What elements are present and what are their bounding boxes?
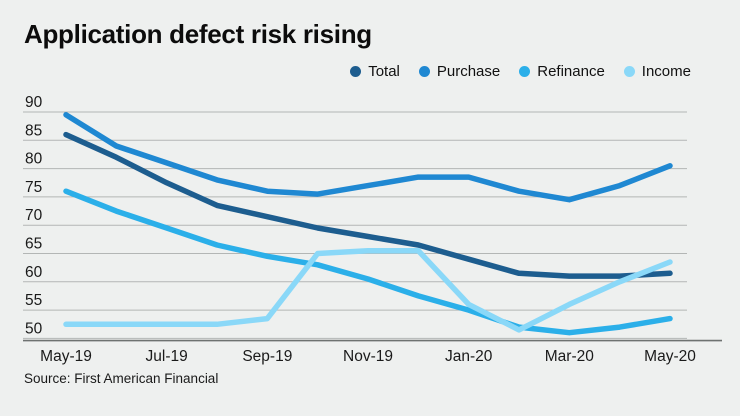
x-tick-label: Jan-20 (445, 348, 493, 365)
y-tick-label: 80 (25, 151, 43, 168)
legend-label: Income (641, 62, 691, 80)
x-tick-label: Nov-19 (343, 348, 393, 365)
x-tick-label: Jul-19 (146, 348, 188, 365)
y-tick-label: 85 (25, 122, 42, 139)
legend-dot-icon (350, 65, 362, 77)
x-tick-label: Sep-19 (242, 348, 292, 365)
chart-title: Application defect risk rising (24, 19, 372, 49)
legend-label: Refinance (537, 62, 605, 80)
x-tick-label: May-20 (644, 348, 696, 365)
y-tick-label: 50 (25, 320, 43, 337)
y-tick-label: 55 (25, 292, 42, 309)
x-tick-label: Mar-20 (545, 348, 594, 365)
legend-label: Purchase (436, 62, 501, 80)
series-line-total (63, 131, 673, 279)
y-tick-label: 60 (25, 264, 43, 281)
legend-dot-icon (418, 65, 430, 77)
legend-item-income: Income (623, 62, 691, 80)
y-tick-label: 75 (25, 179, 42, 196)
legend-label: Total (368, 62, 400, 80)
legend-dot-icon (623, 65, 635, 77)
series-line-income (63, 247, 673, 333)
y-tick-label: 65 (25, 236, 42, 253)
series-line-purchase (63, 112, 673, 203)
legend-item-purchase: Purchase (418, 62, 501, 80)
x-tick-label: May-19 (40, 348, 92, 365)
legend-dot-icon (519, 65, 531, 77)
y-tick-label: 70 (25, 207, 43, 224)
source-note: Source: First American Financial (24, 371, 219, 386)
legend-item-refinance: Refinance (519, 63, 605, 80)
legend-item-total: Total (350, 63, 400, 80)
legend: Total Purchase Refinance Income (0, 61, 691, 81)
y-tick-label: 90 (25, 94, 43, 111)
series-line-refinance (63, 188, 673, 336)
